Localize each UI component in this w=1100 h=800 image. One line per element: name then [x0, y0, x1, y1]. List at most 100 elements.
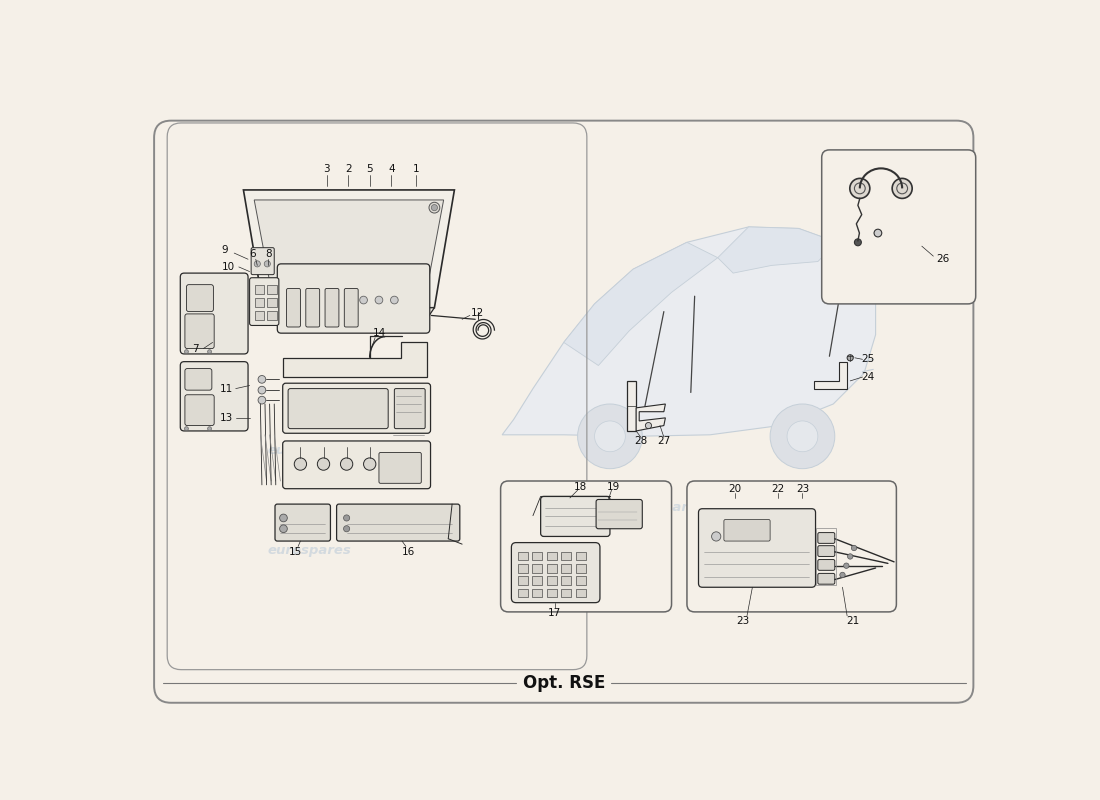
FancyBboxPatch shape [818, 559, 835, 570]
Circle shape [839, 572, 845, 578]
Text: 8: 8 [265, 249, 272, 259]
FancyBboxPatch shape [154, 121, 974, 702]
FancyBboxPatch shape [306, 289, 320, 327]
FancyBboxPatch shape [185, 314, 214, 349]
Bar [255, 298, 264, 307]
Circle shape [279, 514, 287, 522]
Text: 27: 27 [657, 436, 671, 446]
FancyBboxPatch shape [326, 289, 339, 327]
Bar [547, 589, 557, 598]
Text: 13: 13 [220, 413, 233, 423]
FancyBboxPatch shape [180, 273, 249, 354]
Text: 9: 9 [221, 245, 229, 255]
Circle shape [855, 239, 861, 246]
Bar [517, 564, 528, 573]
Bar [576, 577, 586, 585]
FancyBboxPatch shape [185, 394, 214, 426]
FancyBboxPatch shape [275, 504, 330, 541]
FancyBboxPatch shape [378, 453, 421, 483]
Text: 23: 23 [795, 484, 810, 494]
Text: 23: 23 [736, 616, 749, 626]
Text: 1: 1 [412, 164, 419, 174]
FancyBboxPatch shape [724, 519, 770, 541]
Circle shape [317, 458, 330, 470]
FancyBboxPatch shape [698, 509, 815, 587]
Circle shape [595, 421, 625, 452]
Circle shape [185, 426, 188, 430]
Polygon shape [814, 362, 847, 389]
Circle shape [208, 426, 211, 430]
Text: eurospares: eurospares [621, 332, 706, 345]
FancyBboxPatch shape [344, 289, 359, 327]
Circle shape [850, 178, 870, 198]
FancyBboxPatch shape [337, 504, 460, 541]
Bar [561, 564, 572, 573]
Polygon shape [717, 227, 837, 273]
Bar [547, 564, 557, 573]
Text: eurospares: eurospares [267, 544, 352, 557]
Text: 24: 24 [861, 372, 875, 382]
Text: 19: 19 [607, 482, 620, 492]
Bar [267, 298, 276, 307]
Bar [561, 577, 572, 585]
Circle shape [847, 354, 854, 361]
Text: eurospares: eurospares [621, 502, 706, 514]
Bar [532, 589, 542, 598]
FancyBboxPatch shape [288, 389, 388, 429]
FancyBboxPatch shape [186, 285, 213, 311]
FancyBboxPatch shape [686, 481, 896, 612]
FancyBboxPatch shape [596, 499, 642, 529]
FancyBboxPatch shape [818, 546, 835, 557]
Polygon shape [264, 308, 434, 327]
Text: 7: 7 [192, 343, 199, 354]
Bar [627, 381, 636, 431]
Circle shape [254, 261, 261, 267]
Text: 4: 4 [388, 164, 395, 174]
Text: 2: 2 [344, 164, 352, 174]
Circle shape [294, 458, 307, 470]
Circle shape [258, 386, 266, 394]
Circle shape [363, 458, 376, 470]
Text: 15: 15 [289, 547, 302, 557]
Bar [576, 564, 586, 573]
Circle shape [185, 350, 188, 354]
Circle shape [375, 296, 383, 304]
Text: 18: 18 [574, 482, 587, 492]
Circle shape [847, 554, 852, 559]
Bar [255, 285, 264, 294]
Text: 21: 21 [846, 616, 859, 626]
Polygon shape [283, 342, 427, 377]
Text: 16: 16 [402, 547, 415, 557]
Bar [517, 552, 528, 560]
Circle shape [279, 525, 287, 533]
Circle shape [341, 458, 353, 470]
FancyBboxPatch shape [822, 150, 976, 304]
Text: 22: 22 [771, 484, 784, 494]
Circle shape [360, 296, 367, 304]
Polygon shape [254, 200, 443, 298]
Polygon shape [243, 190, 454, 308]
FancyBboxPatch shape [250, 278, 279, 326]
FancyBboxPatch shape [500, 481, 671, 612]
Bar [561, 552, 572, 560]
FancyBboxPatch shape [541, 496, 609, 537]
Bar [576, 589, 586, 598]
FancyBboxPatch shape [185, 369, 212, 390]
Bar [255, 311, 264, 320]
Circle shape [258, 396, 266, 404]
Text: 3: 3 [323, 164, 330, 174]
Circle shape [892, 178, 912, 198]
Circle shape [431, 205, 438, 210]
Circle shape [429, 202, 440, 213]
Bar [561, 589, 572, 598]
Circle shape [874, 230, 882, 237]
Text: 25: 25 [861, 354, 875, 364]
Polygon shape [502, 227, 876, 436]
Polygon shape [636, 404, 666, 431]
Circle shape [208, 350, 211, 354]
Bar [532, 552, 542, 560]
Bar [517, 589, 528, 598]
FancyBboxPatch shape [180, 362, 249, 431]
Bar [576, 552, 586, 560]
Text: 14: 14 [372, 328, 386, 338]
